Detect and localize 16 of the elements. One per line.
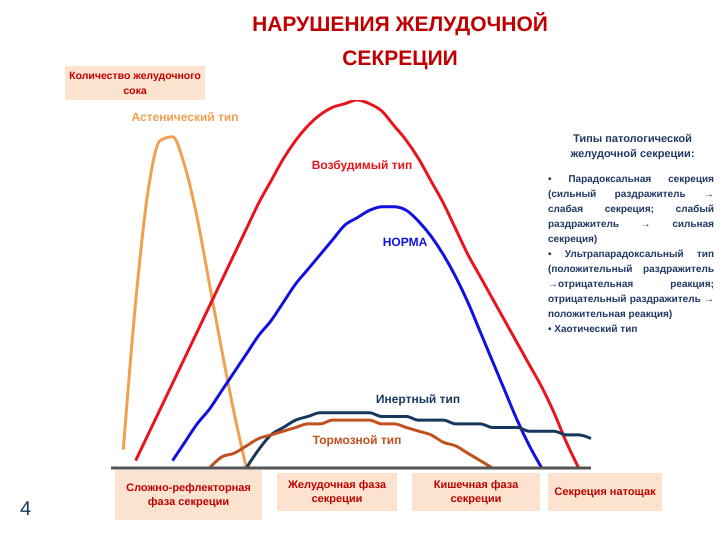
series-label: Возбудимый тип [310, 158, 414, 172]
annotation: • Парадоксальная секреция (сильный раздражитель → слабая секреция; слабый раздражитель → сильная секреция) [548, 173, 714, 247]
series-label: НОРМА [382, 235, 428, 249]
text: Сложно-рефлекторная фаза секреции [125, 481, 252, 509]
series-label: Инертный тип [374, 392, 462, 406]
chart-title: НАРУШЕНИЯ ЖЕЛУДОЧНОЙ СЕКРЕЦИИ [251, 11, 549, 72]
series-label: Астенический тип [130, 110, 240, 124]
text: Секреция натощак [553, 485, 657, 499]
text: Кишечная фаза секреции [432, 478, 520, 506]
annotation: • Хаотический тип [548, 323, 638, 337]
text: Желудочная фаза секреции [286, 478, 388, 506]
text: 4 [20, 498, 32, 521]
annotation: Типы патологической желудочной секреции: [570, 132, 696, 162]
y-axis-title: Количество желудочного сока [65, 66, 205, 100]
annotation: • Ультрапарадоксальный тип (положительный раздражитель →отрицательная реакция; отрицательный раздражитель → положительная реакция) [548, 248, 714, 322]
series-label: Тормозной тип [312, 433, 402, 447]
